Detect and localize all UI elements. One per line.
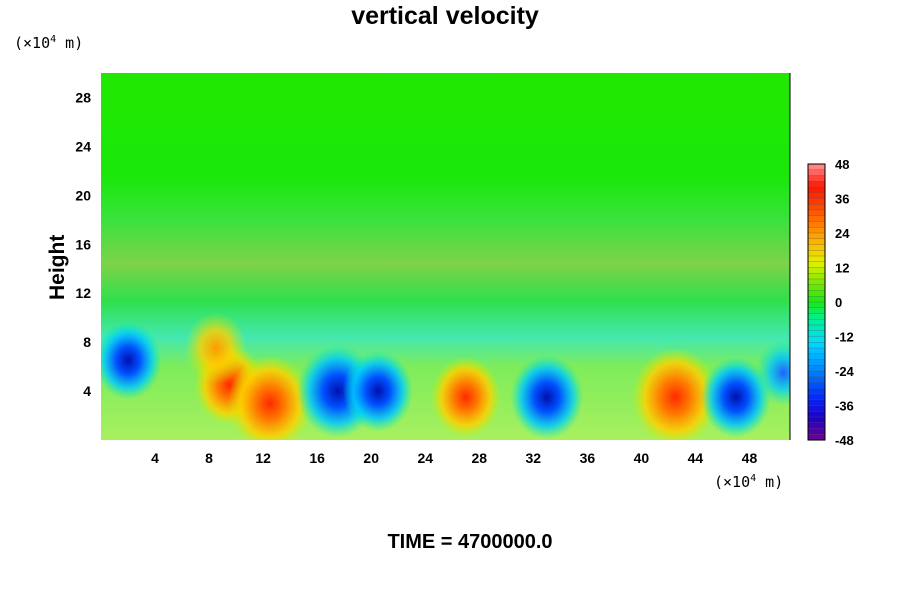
x-tick-label: 32 bbox=[526, 450, 542, 466]
colorbar-swatch bbox=[807, 169, 826, 177]
colorbar-swatch bbox=[807, 382, 826, 389]
colorbar-swatch bbox=[807, 232, 826, 240]
colorbar-swatch bbox=[807, 244, 826, 251]
colorbar-swatch bbox=[807, 261, 826, 269]
x-tick-label: 12 bbox=[255, 450, 271, 466]
colorbar-swatch bbox=[807, 336, 826, 343]
colorbar-tick-label: -12 bbox=[835, 330, 854, 345]
time-annotation: TIME = 4700000.0 bbox=[387, 531, 553, 553]
colorbar-swatch bbox=[807, 411, 826, 418]
y-tick-label: 4 bbox=[83, 383, 91, 399]
colorbar-swatch bbox=[807, 342, 826, 349]
colorbar-swatch bbox=[807, 221, 826, 228]
y-tick-label: 28 bbox=[75, 89, 91, 105]
downdraft-cell-9 bbox=[700, 356, 771, 438]
colorbar-swatch bbox=[807, 192, 826, 200]
downdraft-cell-10 bbox=[755, 339, 790, 406]
x-tick-label: 48 bbox=[742, 450, 758, 466]
colorbar-swatch bbox=[807, 290, 826, 297]
colorbar-frame bbox=[807, 163, 826, 441]
x-axis-unit: (×104 m) bbox=[714, 473, 784, 491]
y-tick-label: 20 bbox=[75, 187, 91, 203]
colorbar-swatch bbox=[807, 353, 826, 361]
colorbar-swatch bbox=[807, 376, 826, 384]
colorbar-swatch bbox=[807, 215, 826, 223]
colorbar-tick-label: 0 bbox=[835, 295, 842, 310]
downdraft-cell-5 bbox=[342, 350, 413, 432]
colorbar-swatch bbox=[807, 163, 826, 171]
colorbar-swatch bbox=[807, 267, 826, 274]
colorbar-swatch bbox=[807, 278, 826, 286]
colorbar-swatch bbox=[807, 181, 826, 188]
updraft-cell-6 bbox=[430, 356, 501, 438]
x-tick-label: 4 bbox=[151, 450, 159, 466]
colorbar-swatch bbox=[807, 273, 826, 280]
x-tick-label: 40 bbox=[634, 450, 650, 466]
updraft-cell-2 bbox=[185, 312, 247, 385]
colorbar-swatch bbox=[807, 330, 826, 338]
y-tick-label: 16 bbox=[75, 236, 91, 252]
colorbar-swatch bbox=[807, 393, 826, 401]
colorbar-swatch bbox=[807, 209, 826, 217]
x-tick-label: 20 bbox=[363, 450, 379, 466]
x-tick-label: 28 bbox=[471, 450, 487, 466]
downdraft-cell-7 bbox=[510, 355, 584, 440]
x-tick-label: 36 bbox=[580, 450, 596, 466]
y-tick-label: 8 bbox=[83, 334, 91, 350]
colorbar-swatch bbox=[807, 284, 826, 292]
colorbar-swatch bbox=[807, 434, 826, 441]
colorbar-swatch bbox=[807, 204, 826, 211]
colorbar-swatch bbox=[807, 324, 826, 332]
chart-title: vertical velocity bbox=[351, 2, 539, 30]
colorbar-swatch bbox=[807, 301, 826, 309]
colorbar-swatch bbox=[807, 422, 826, 430]
colorbar-swatch bbox=[807, 186, 826, 194]
colorbar-swatch bbox=[807, 198, 826, 205]
colorbar-tick-label: 48 bbox=[835, 157, 849, 172]
colorbar-swatch bbox=[807, 347, 826, 355]
colorbar-tick-label: 12 bbox=[835, 261, 849, 276]
updraft-cell-1 bbox=[227, 355, 312, 440]
colorbar-swatch bbox=[807, 313, 826, 320]
colorbar-tick-label: -24 bbox=[835, 364, 855, 379]
y-tick-label: 24 bbox=[75, 138, 91, 154]
y-axis-unit: (×104 m) bbox=[14, 34, 84, 52]
colorbar-swatch bbox=[807, 405, 826, 412]
colorbar-tick-label: -36 bbox=[835, 399, 854, 414]
y-tick-label: 12 bbox=[75, 285, 91, 301]
colorbar-swatch bbox=[807, 175, 826, 182]
colorbar-swatch bbox=[807, 365, 826, 372]
downdraft-cell-3 bbox=[101, 321, 162, 400]
colorbar-tick-label: 36 bbox=[835, 192, 849, 207]
colorbar-swatch bbox=[807, 416, 826, 424]
x-tick-label: 16 bbox=[309, 450, 325, 466]
x-tick-label: 44 bbox=[688, 450, 704, 466]
x-tick-label: 8 bbox=[205, 450, 213, 466]
colorbar-swatch bbox=[807, 255, 826, 263]
colorbar-swatch bbox=[807, 399, 826, 407]
colorbar-tick-label: 24 bbox=[835, 226, 850, 241]
colorbar-swatch bbox=[807, 296, 826, 303]
colorbar-swatch bbox=[807, 238, 826, 246]
x-tick-label: 24 bbox=[417, 450, 433, 466]
colorbar-swatch bbox=[807, 388, 826, 395]
colorbar-swatch bbox=[807, 319, 826, 326]
colorbar-swatch bbox=[807, 307, 826, 315]
colorbar-swatch bbox=[807, 227, 826, 234]
colorbar-swatch bbox=[807, 428, 826, 435]
colorbar-tick-label: -48 bbox=[835, 433, 854, 448]
updraft-cell-8 bbox=[631, 347, 719, 440]
colorbar-swatch bbox=[807, 250, 826, 257]
colorbar-swatch bbox=[807, 359, 826, 366]
colorbar-swatch bbox=[807, 370, 826, 378]
